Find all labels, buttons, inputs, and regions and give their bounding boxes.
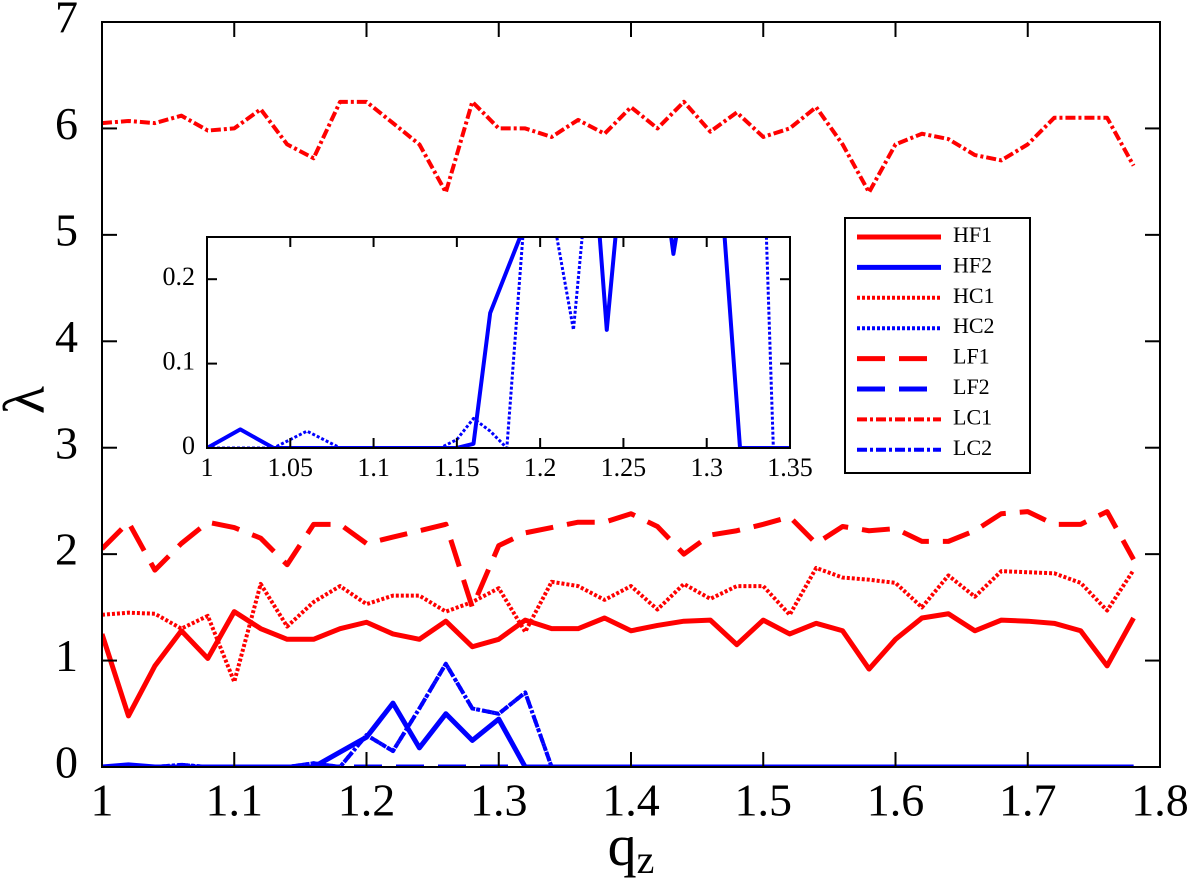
x-tick-label: 1.15 [434,453,480,482]
data-line [102,99,1136,195]
data-line [102,661,1134,767]
x-tick-label: 1.2 [338,775,396,826]
x-tick-label: 1.8 [1131,775,1189,826]
y-tick-label: 7 [55,0,78,43]
inset-background [207,237,790,448]
legend-label: LC1 [953,404,992,429]
x-tick-label: 1.4 [602,775,660,826]
legend-label: HC1 [953,283,995,308]
legend-label: HC2 [953,313,995,338]
y-tick-label: 1 [55,630,78,681]
x-tick-label: 1.7 [999,775,1057,826]
x-tick-label: 1 [91,775,114,826]
data-line [207,237,790,448]
data-line [102,700,1134,767]
legend-label: HF2 [953,252,992,277]
data-line [102,661,1134,767]
x-tick-label: 1.35 [767,453,813,482]
legend-label: LC2 [953,435,992,460]
x-axis-label: qz [608,813,655,882]
y-axis-label: λ [0,386,56,414]
y-tick-label: 5 [55,204,78,255]
x-tick-label: 1.2 [524,453,557,482]
x-axis-label-sub: z [637,837,655,882]
x-tick-label: 1.1 [206,775,264,826]
data-line [207,237,790,448]
legend-box [844,217,1031,474]
data-line [102,509,1136,610]
legend-label: HF1 [953,222,992,247]
x-tick-label: 1.3 [690,453,723,482]
plot-lines [102,99,1136,767]
data-line [102,565,1136,684]
y-tick-label: 6 [55,98,78,149]
y-tick-label: 0.2 [163,262,196,291]
x-tick-label: 1 [201,453,214,482]
data-line [102,609,1136,719]
x-tick-label: 1.05 [268,453,314,482]
y-tick-label: 0.1 [163,347,196,376]
plot-frame [206,236,791,449]
x-tick-label: 1.6 [867,775,925,826]
x-axis-label-text: q [608,813,637,878]
y-tick-label: 3 [55,417,78,468]
x-tick-label: 1.3 [470,775,528,826]
x-tick-label: 1.1 [357,453,390,482]
y-tick-label: 0 [55,737,78,788]
legend-label: LF2 [953,374,990,399]
x-tick-label: 1.5 [735,775,793,826]
y-tick-label: 0 [182,431,195,460]
y-tick-label: 4 [55,311,78,362]
x-tick-label: 1.25 [601,453,647,482]
legend-label: LF1 [953,344,990,369]
y-tick-label: 2 [55,524,78,575]
plot-lines [207,237,790,448]
